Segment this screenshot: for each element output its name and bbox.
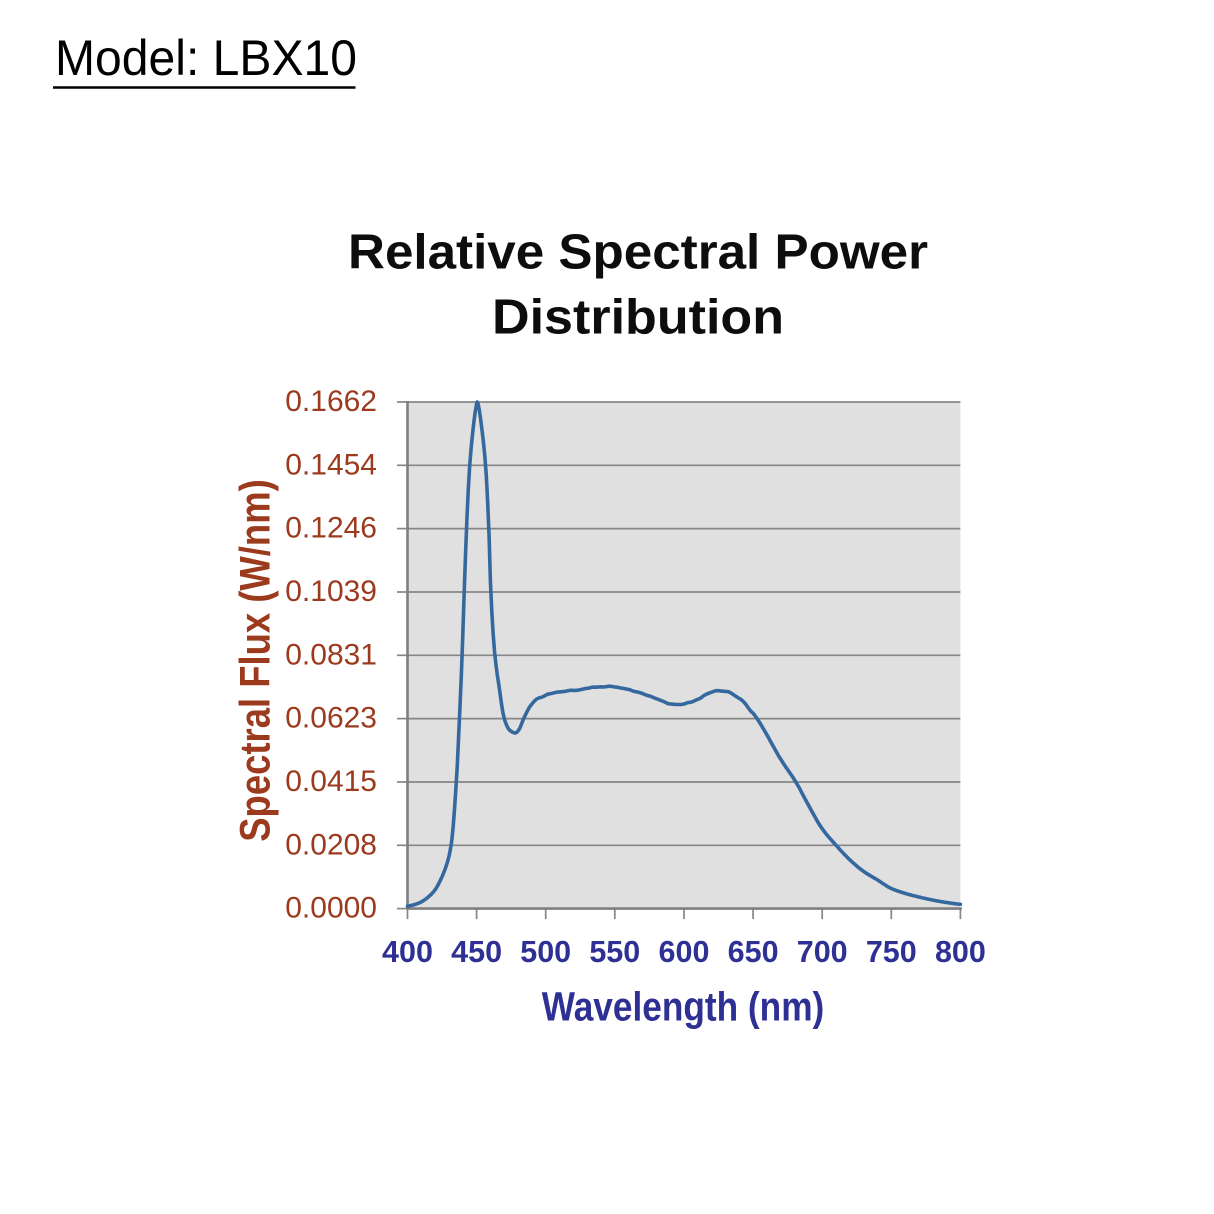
svg-text:0.0831: 0.0831: [285, 638, 377, 671]
svg-text:650: 650: [728, 935, 779, 969]
svg-text:Wavelength (nm): Wavelength (nm): [542, 984, 825, 1030]
svg-text:0.1039: 0.1039: [285, 575, 377, 608]
svg-text:800: 800: [935, 935, 986, 969]
svg-text:0.0415: 0.0415: [285, 765, 377, 798]
svg-text:0.1662: 0.1662: [285, 385, 377, 418]
svg-text:600: 600: [659, 935, 710, 969]
svg-text:Model: LBX10: Model: LBX10: [55, 30, 357, 86]
svg-text:500: 500: [520, 935, 571, 969]
svg-text:550: 550: [589, 935, 640, 969]
svg-text:0.0208: 0.0208: [285, 828, 377, 861]
svg-text:Relative Spectral Power: Relative Spectral Power: [348, 225, 928, 279]
svg-text:0.0623: 0.0623: [285, 702, 377, 735]
svg-text:0.1246: 0.1246: [285, 512, 377, 545]
svg-text:Spectral Flux (W/nm): Spectral Flux (W/nm): [233, 479, 280, 842]
svg-text:450: 450: [451, 935, 502, 969]
svg-text:0.1454: 0.1454: [285, 448, 377, 481]
svg-text:Distribution: Distribution: [492, 291, 784, 345]
svg-text:750: 750: [866, 935, 917, 969]
svg-text:400: 400: [382, 935, 433, 969]
svg-text:700: 700: [797, 935, 848, 969]
svg-text:0.0000: 0.0000: [285, 892, 377, 925]
